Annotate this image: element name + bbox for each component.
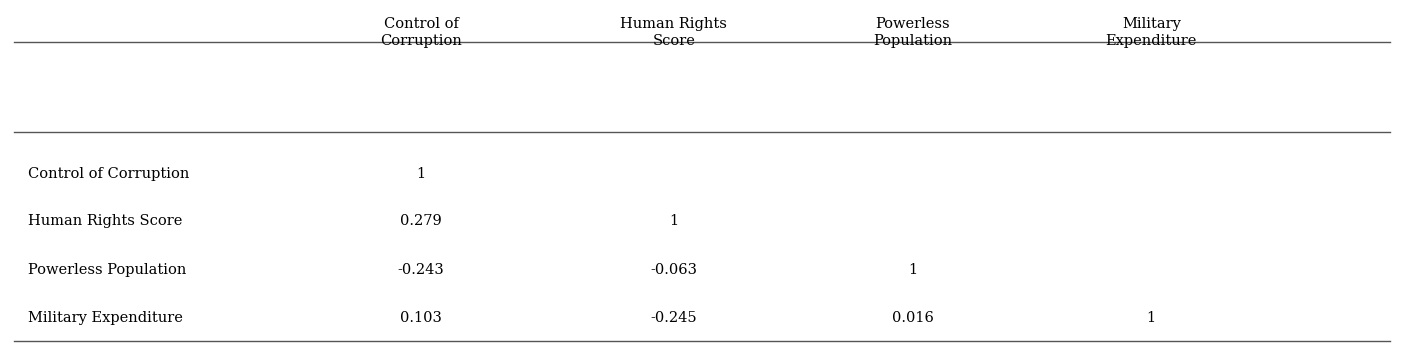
Text: Military Expenditure: Military Expenditure [28, 311, 183, 325]
Text: -0.243: -0.243 [397, 263, 445, 277]
Text: 0.279: 0.279 [400, 214, 442, 228]
Text: 1: 1 [908, 263, 917, 277]
Text: Control of Corruption: Control of Corruption [28, 167, 190, 181]
Text: -0.245: -0.245 [650, 311, 698, 325]
Text: Powerless Population: Powerless Population [28, 263, 187, 277]
Text: Control of
Corruption: Control of Corruption [380, 17, 462, 48]
Text: -0.063: -0.063 [650, 263, 698, 277]
Text: 0.016: 0.016 [892, 311, 934, 325]
Text: 1: 1 [417, 167, 425, 181]
Text: 1: 1 [670, 214, 678, 228]
Text: 0.103: 0.103 [400, 311, 442, 325]
Text: Human Rights Score: Human Rights Score [28, 214, 183, 228]
Text: Human Rights
Score: Human Rights Score [621, 17, 727, 48]
Text: Military
Expenditure: Military Expenditure [1105, 17, 1198, 48]
Text: Powerless
Population: Powerless Population [873, 17, 952, 48]
Text: 1: 1 [1147, 311, 1155, 325]
